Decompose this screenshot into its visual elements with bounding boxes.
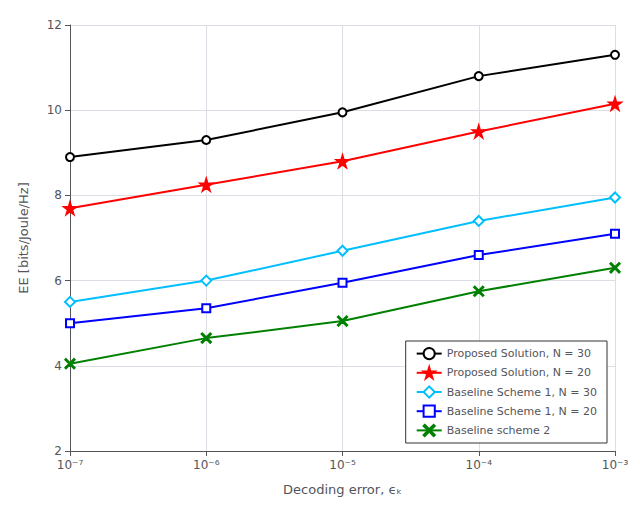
svg-text:Baseline Scheme 1, N = 20: Baseline Scheme 1, N = 20 bbox=[447, 405, 597, 418]
svg-text:12: 12 bbox=[47, 18, 62, 32]
svg-text:Proposed Solution, N = 20: Proposed Solution, N = 20 bbox=[447, 366, 591, 379]
svg-text:Proposed Solution, N = 30: Proposed Solution, N = 30 bbox=[447, 347, 591, 360]
svg-text:10⁻⁵: 10⁻⁵ bbox=[329, 458, 356, 472]
svg-text:4: 4 bbox=[54, 359, 62, 373]
svg-text:6: 6 bbox=[54, 274, 62, 288]
svg-text:10⁻⁷: 10⁻⁷ bbox=[57, 458, 84, 472]
svg-text:10⁻³: 10⁻³ bbox=[602, 458, 629, 472]
svg-text:EE [bits/Joule/Hz]: EE [bits/Joule/Hz] bbox=[16, 182, 31, 293]
svg-text:10⁻⁶: 10⁻⁶ bbox=[193, 458, 220, 472]
svg-text:8: 8 bbox=[54, 188, 62, 202]
svg-text:Baseline Scheme 1, N = 30: Baseline Scheme 1, N = 30 bbox=[447, 386, 597, 399]
svg-text:Baseline scheme 2: Baseline scheme 2 bbox=[447, 424, 551, 437]
svg-text:10: 10 bbox=[47, 103, 62, 117]
svg-text:2: 2 bbox=[54, 444, 62, 458]
svg-text:10⁻⁴: 10⁻⁴ bbox=[466, 458, 493, 472]
svg-text:Decoding error, ϵₖ: Decoding error, ϵₖ bbox=[283, 482, 402, 497]
